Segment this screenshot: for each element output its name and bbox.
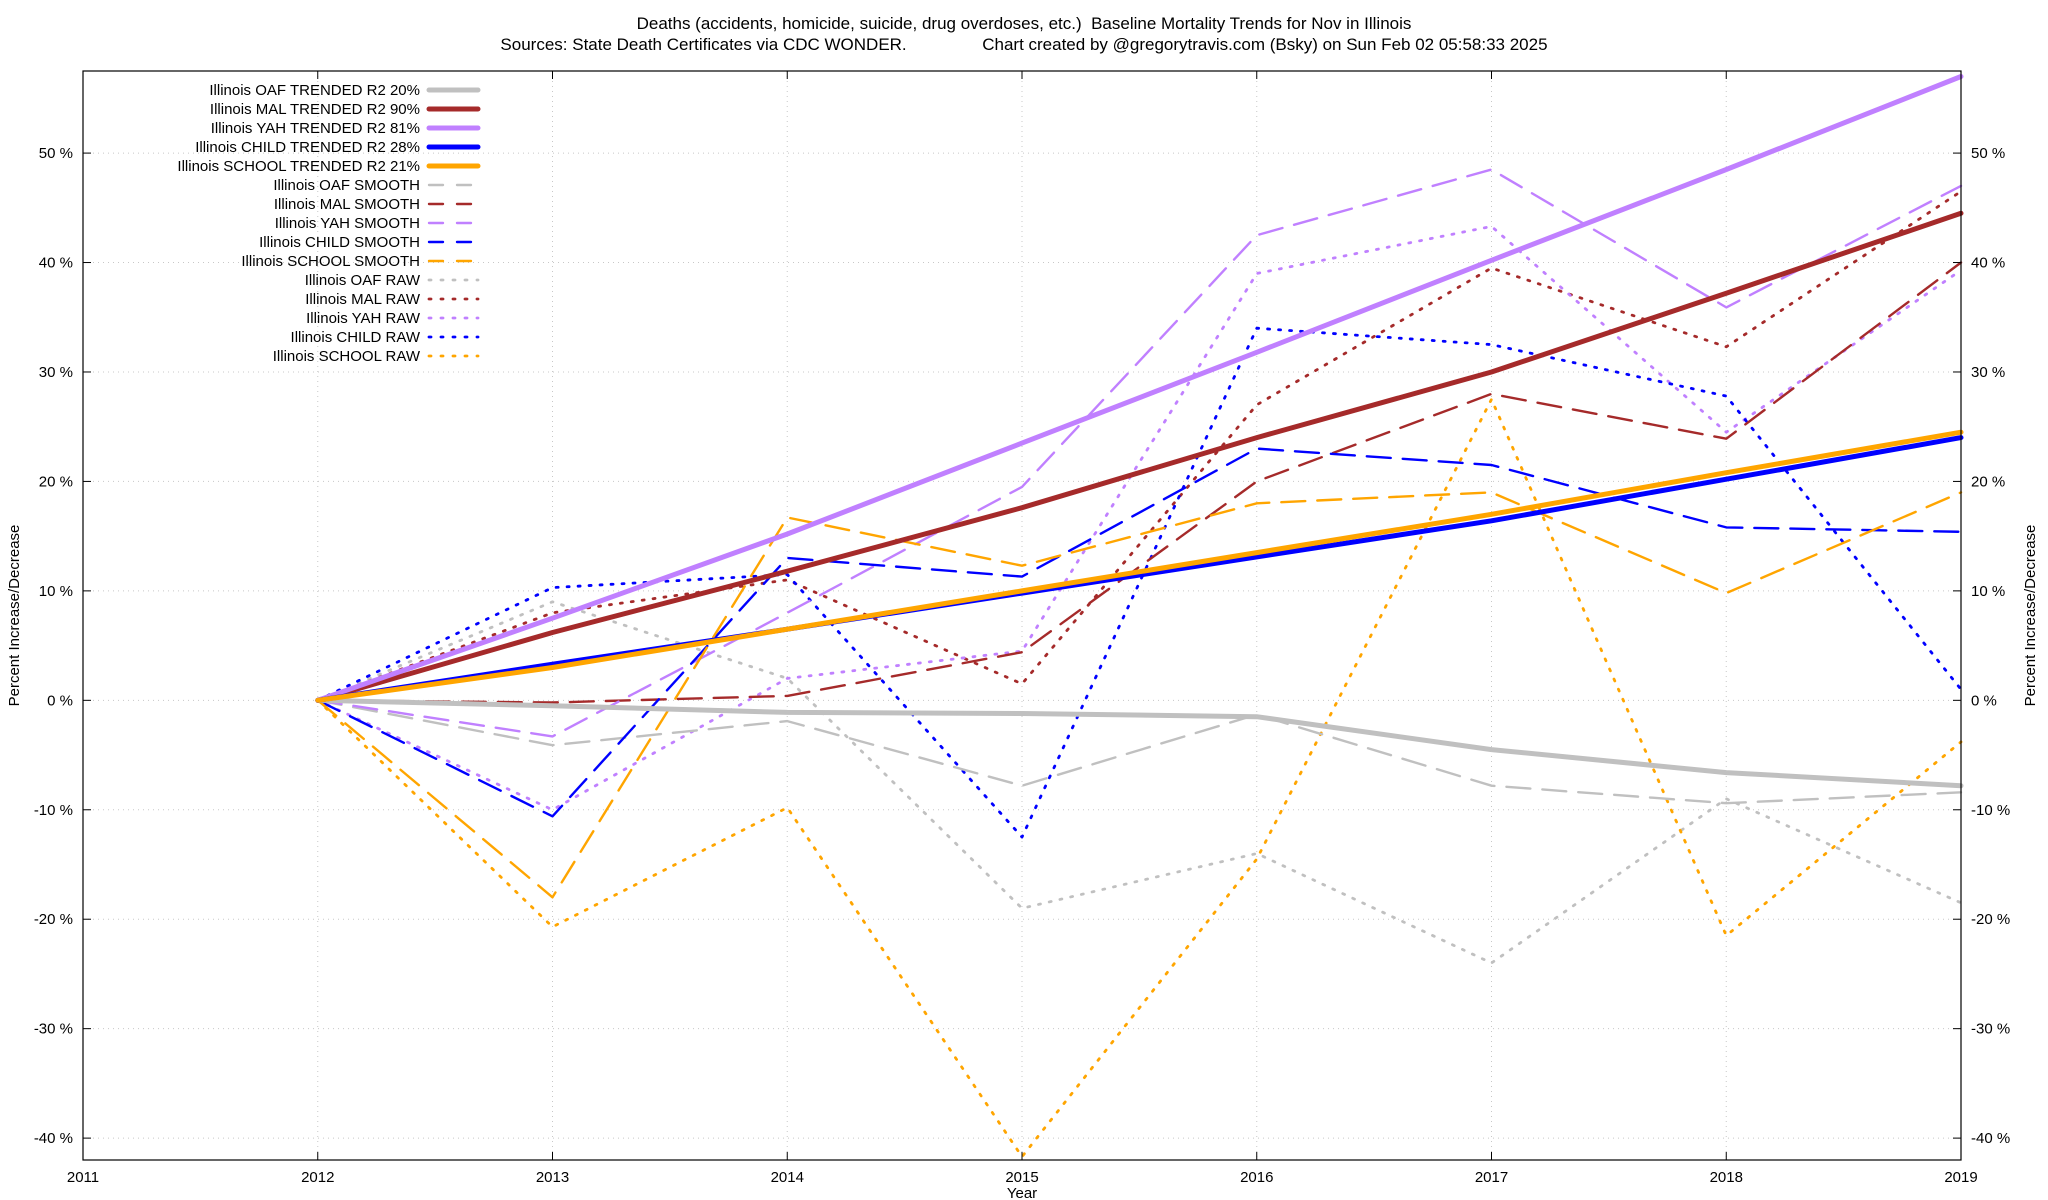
series-line-12: Illinois YAH RAW bbox=[316, 224, 1963, 812]
x-axis-label: Year bbox=[1007, 1185, 1037, 1200]
y2-tick-label: 30 % bbox=[1971, 364, 2005, 381]
legend-label: Illinois OAF RAW bbox=[305, 272, 421, 289]
y2-tick-label: 20 % bbox=[1971, 473, 2005, 490]
chart-title: Deaths (accidents, homicide, suicide, dr… bbox=[636, 14, 1412, 33]
series-line-11: Illinois MAL RAW bbox=[316, 189, 1963, 702]
series-line-5: Illinois OAF SMOOTH bbox=[316, 699, 1963, 805]
chart-subtitle: Sources: State Death Certificates via CD… bbox=[500, 35, 1548, 54]
y-tick-label: -20 % bbox=[34, 911, 73, 928]
series-line-9: Illinois SCHOOL SMOOTH bbox=[316, 491, 1963, 899]
y2-tick-label: 50 % bbox=[1971, 145, 2005, 162]
y2-tick-label: -30 % bbox=[1971, 1021, 2010, 1038]
x-tick-label: 2018 bbox=[1710, 1169, 1743, 1186]
y2-tick-label: 0 % bbox=[1971, 692, 1997, 709]
series-line-14: Illinois SCHOOL RAW bbox=[316, 397, 1963, 1159]
legend-label: Illinois CHILD TRENDED R2 28% bbox=[195, 139, 420, 156]
y2-axis-label: Percent Increase/Decrease bbox=[2022, 525, 2039, 707]
legend-label: Illinois CHILD RAW bbox=[291, 329, 421, 346]
legend-label: Illinois OAF SMOOTH bbox=[273, 177, 420, 194]
y-tick-label: 20 % bbox=[39, 473, 73, 490]
y2-tick-label: -10 % bbox=[1971, 802, 2010, 819]
legend-label: Illinois SCHOOL SMOOTH bbox=[241, 253, 420, 270]
x-tick-label: 2014 bbox=[771, 1169, 804, 1186]
series-line-1: Illinois MAL TRENDED R2 90% bbox=[315, 210, 1964, 703]
y2-tick-label: 40 % bbox=[1971, 255, 2005, 272]
series-line-3: Illinois CHILD TRENDED R2 28% bbox=[315, 435, 1964, 703]
x-tick-label: 2012 bbox=[301, 1169, 334, 1186]
legend-label: Illinois CHILD SMOOTH bbox=[259, 234, 420, 251]
series-line-0: Illinois OAF TRENDED R2 20% bbox=[315, 697, 1964, 789]
series-line-8: Illinois CHILD SMOOTH bbox=[316, 447, 1963, 818]
y-tick-label: -10 % bbox=[34, 802, 73, 819]
x-tick-label: 2011 bbox=[67, 1169, 99, 1186]
axis-ticks: 2011 2012 2013 2014 2015 2016 2017 2018 2019 50 %… bbox=[34, 71, 2010, 1186]
y2-tick-label: -40 % bbox=[1971, 1130, 2010, 1147]
x-tick-label: 2015 bbox=[1005, 1169, 1038, 1186]
series-line-4: Illinois SCHOOL TRENDED R2 21% bbox=[315, 429, 1964, 703]
y-tick-label: -40 % bbox=[34, 1130, 73, 1147]
legend-label: Illinois MAL RAW bbox=[305, 291, 421, 308]
y-tick-label: 10 % bbox=[39, 583, 73, 600]
y2-tick-label: -20 % bbox=[1971, 911, 2010, 928]
y-tick-label: -30 % bbox=[34, 1021, 73, 1038]
y-tick-label: 0 % bbox=[47, 692, 73, 709]
y-tick-label: 40 % bbox=[39, 255, 73, 272]
legend-label: Illinois YAH RAW bbox=[306, 310, 421, 327]
series-line-13: Illinois CHILD RAW bbox=[316, 326, 1963, 839]
grid-lines bbox=[83, 71, 1961, 1160]
x-tick-label: 2017 bbox=[1475, 1169, 1508, 1186]
series-line-2: Illinois YAH TRENDED R2 81% bbox=[315, 74, 1964, 703]
legend: Illinois OAF TRENDED R2 20% Illinois MAL … bbox=[177, 82, 481, 365]
legend-label: Illinois MAL TRENDED R2 90% bbox=[210, 101, 420, 118]
series-line-10: Illinois OAF RAW bbox=[316, 600, 1963, 965]
legend-label: Illinois YAH SMOOTH bbox=[275, 215, 420, 232]
y2-tick-label: 10 % bbox=[1971, 583, 2005, 600]
y-tick-label: 50 % bbox=[39, 145, 73, 162]
x-tick-label: 2016 bbox=[1240, 1169, 1273, 1186]
x-tick-label: 2019 bbox=[1944, 1169, 1977, 1186]
series-line-6: Illinois MAL SMOOTH bbox=[316, 261, 1963, 704]
y-tick-label: 30 % bbox=[39, 364, 73, 381]
legend-label: Illinois SCHOOL RAW bbox=[273, 348, 421, 365]
legend-label: Illinois OAF TRENDED R2 20% bbox=[209, 82, 420, 99]
series-line-7: Illinois YAH SMOOTH bbox=[316, 168, 1963, 738]
x-tick-label: 2013 bbox=[536, 1169, 569, 1186]
legend-label: Illinois MAL SMOOTH bbox=[274, 196, 420, 213]
y-axis-label: Percent Increase/Decrease bbox=[6, 525, 23, 707]
legend-label: Illinois SCHOOL TRENDED R2 21% bbox=[177, 158, 420, 175]
legend-label: Illinois YAH TRENDED R2 81% bbox=[211, 120, 420, 137]
